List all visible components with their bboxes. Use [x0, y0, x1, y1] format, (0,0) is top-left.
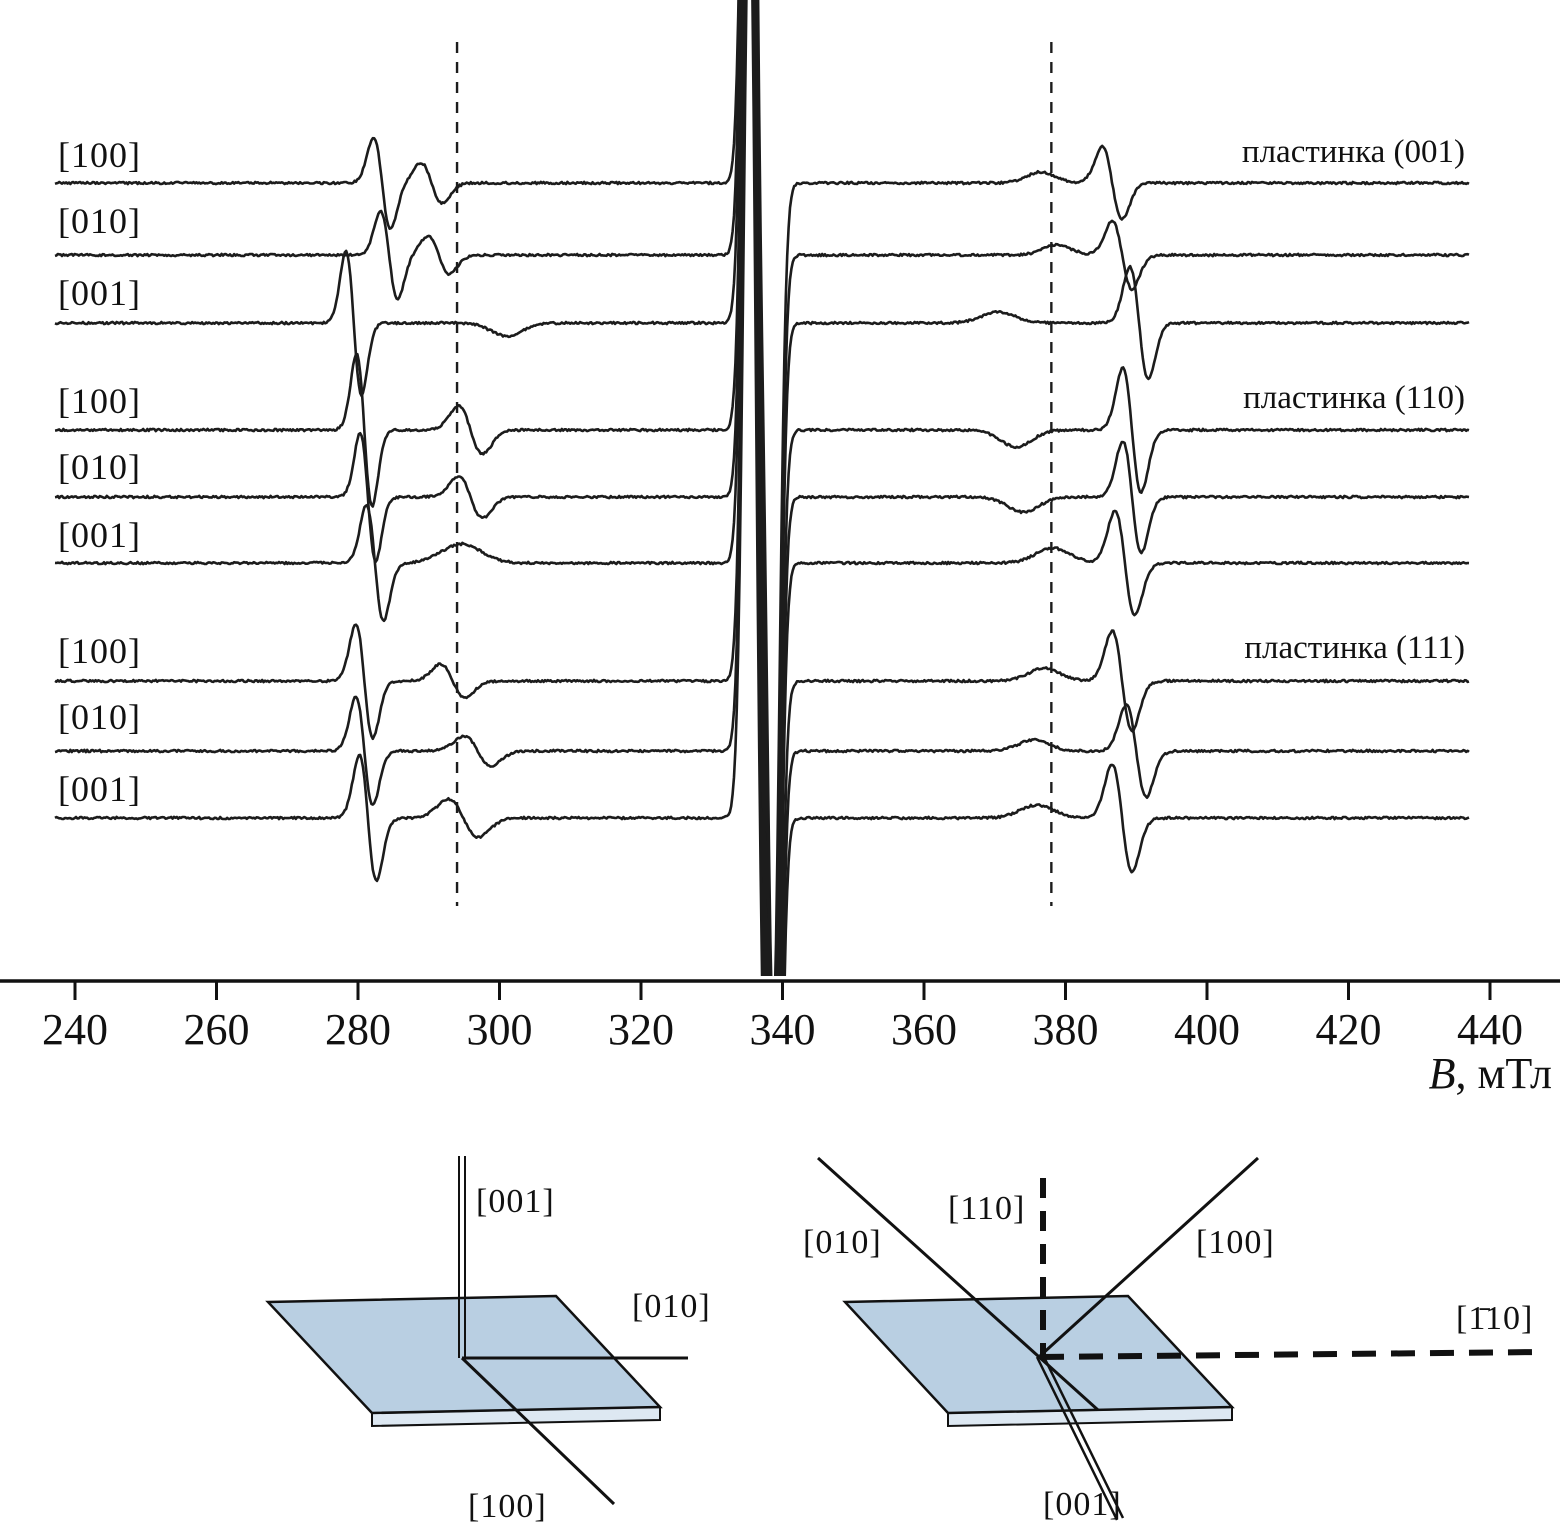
axis-100-diagonal-line — [1038, 1156, 1260, 1358]
right-plate-axis-label-110: [110] — [948, 1190, 1026, 1227]
trace-label: [100] — [58, 381, 141, 421]
x-axis-unit: , мТл — [1455, 1049, 1553, 1098]
x-tick-label: 420 — [1316, 1005, 1382, 1054]
x-axis-title: B, мТл — [1429, 1048, 1552, 1099]
x-tick-label: 300 — [467, 1005, 533, 1054]
right-plate-axis-label-100: [100] — [1196, 1224, 1275, 1261]
spectra-plot: 240 260 280 300 320 340 360 380 400 420 440 — [0, 0, 1560, 1054]
right-plate-axis-label-m110: [1̄10] — [1456, 1300, 1534, 1337]
x-tick-label: 440 — [1457, 1005, 1523, 1054]
group-label: пластинка (110) — [1243, 380, 1465, 416]
axis-001-double-line-a — [1035, 1356, 1119, 1521]
x-tick-label: 280 — [325, 1005, 391, 1054]
spectra-traces — [54, 0, 1470, 976]
x-tick-label: 380 — [1033, 1005, 1099, 1054]
axis-001-double-line-b — [1041, 1354, 1125, 1519]
x-tick-label: 400 — [1174, 1005, 1240, 1054]
left-plate-axis-label-100: [100] — [468, 1488, 547, 1525]
left-plate-axis-label-001: [001] — [476, 1183, 555, 1220]
group-label: пластинка (001) — [1241, 134, 1465, 170]
x-tick-label: 260 — [184, 1005, 250, 1054]
x-tick-label: 240 — [42, 1005, 108, 1054]
plate-diagram-001 — [265, 1156, 688, 1506]
axis-m110-dashed-line — [1039, 1349, 1543, 1360]
trace-label: [001] — [58, 273, 141, 313]
spectrum-trace-g0-001 — [54, 0, 1470, 976]
trace-label: [100] — [58, 631, 141, 671]
x-tick-label: 360 — [891, 1005, 957, 1054]
right-plate-axis-label-001: [001] — [1043, 1486, 1122, 1523]
left-plate-axis-label-010: [010] — [632, 1288, 711, 1325]
x-axis-symbol: B — [1428, 1049, 1456, 1098]
plate-diagram-110 — [816, 1156, 1543, 1521]
spectrum-trace-g2-001 — [54, 0, 1470, 976]
plate-orientation-diagrams — [265, 1156, 1543, 1521]
axis-010-diagonal-line — [816, 1156, 1100, 1412]
trace-label: [001] — [58, 769, 141, 809]
right-plate-axis-label-010: [010] — [803, 1224, 882, 1261]
x-tick-label: 340 — [750, 1005, 816, 1054]
trace-label: [010] — [58, 201, 141, 241]
x-axis: 240 260 280 300 320 340 360 380 400 420 440 — [0, 979, 1560, 1054]
trace-label: [100] — [58, 135, 141, 175]
x-tick-label: 320 — [608, 1005, 674, 1054]
trace-label: [010] — [58, 697, 141, 737]
trace-label: [010] — [58, 447, 141, 487]
axis-100-line — [460, 1356, 616, 1506]
trace-label: [001] — [58, 515, 141, 555]
spectrum-trace-g1-001 — [54, 0, 1470, 976]
group-label: пластинка (111) — [1244, 630, 1465, 666]
